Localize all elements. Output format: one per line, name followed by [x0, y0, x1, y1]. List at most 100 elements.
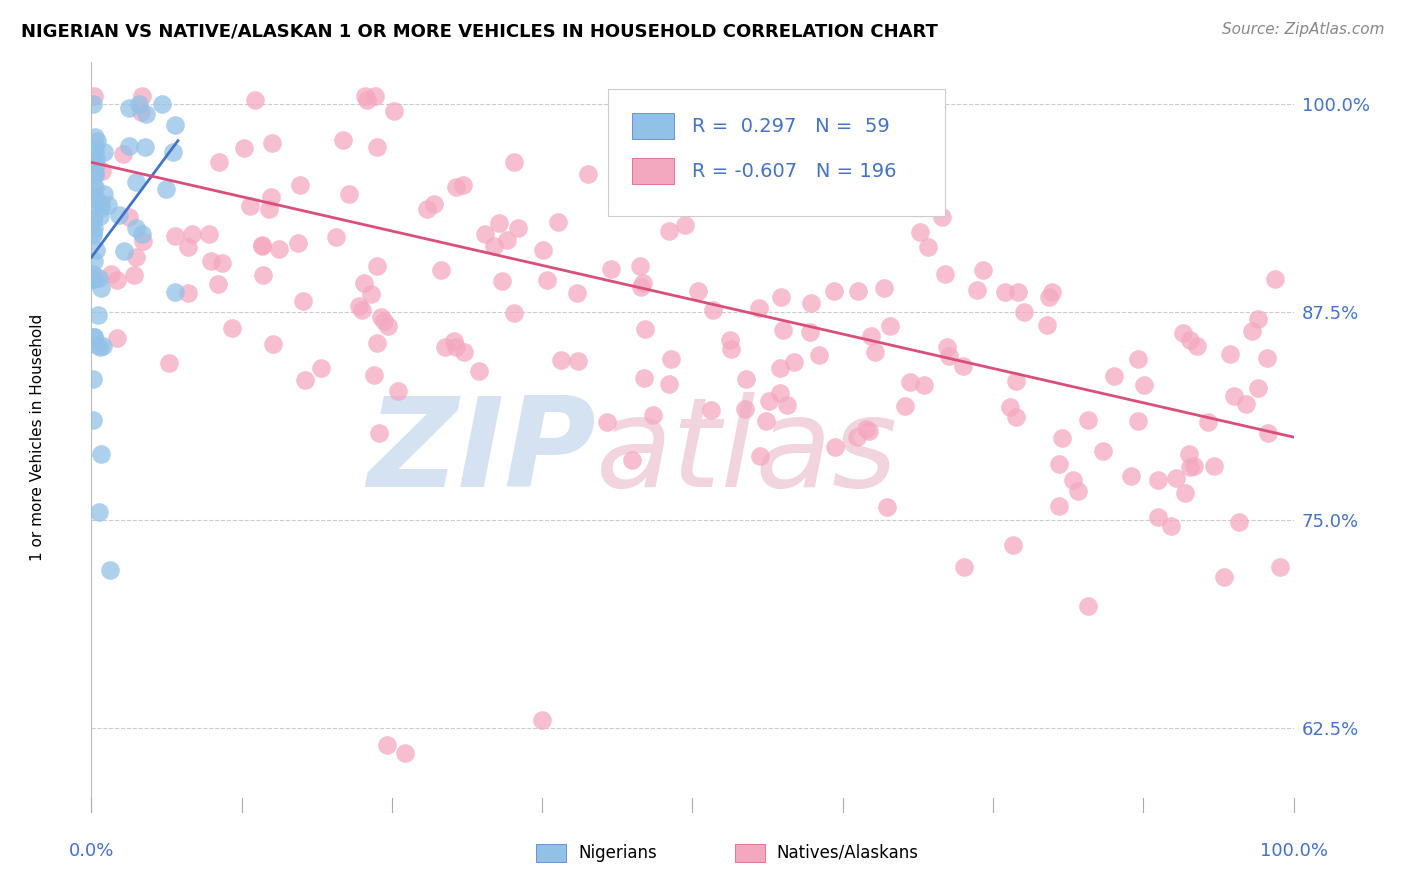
Point [718, 333, 741, 347]
Point [91, 338, 114, 352]
Point [1182, 459, 1205, 474]
Point [628, 259, 651, 273]
Point [1202, 458, 1225, 473]
Point [1121, 469, 1143, 483]
Point [751, 177, 773, 191]
Point [90, 281, 112, 295]
Point [128, 97, 150, 112]
Point [125, 250, 148, 264]
Point [702, 303, 724, 318]
Point [531, 713, 554, 727]
FancyBboxPatch shape [633, 113, 675, 139]
Point [252, 268, 274, 282]
Point [87, 270, 110, 285]
Point [159, 356, 181, 370]
Point [433, 340, 456, 354]
Point [155, 182, 177, 196]
Point [262, 336, 284, 351]
Point [1126, 351, 1149, 366]
Point [83, 330, 105, 344]
Point [82, 268, 104, 282]
Text: 0.0%: 0.0% [69, 842, 114, 860]
Point [82, 272, 104, 286]
Point [720, 342, 742, 356]
Point [931, 210, 953, 224]
Point [97, 198, 120, 212]
Point [239, 199, 262, 213]
Point [1174, 486, 1197, 500]
Point [163, 119, 186, 133]
Point [416, 202, 439, 216]
Point [1000, 401, 1022, 415]
Point [1166, 471, 1188, 485]
Point [633, 322, 655, 336]
Point [105, 331, 128, 345]
Point [768, 386, 790, 401]
Point [879, 318, 901, 333]
Point [84, 168, 107, 182]
Point [82, 227, 104, 242]
Point [1264, 272, 1286, 286]
Point [83, 130, 105, 145]
Point [347, 299, 370, 313]
Point [1246, 311, 1268, 326]
Point [134, 140, 156, 154]
Point [1257, 426, 1279, 441]
Point [267, 243, 290, 257]
Point [952, 359, 974, 373]
Point [748, 301, 770, 315]
Point [596, 415, 619, 429]
Point [363, 88, 385, 103]
Point [86, 193, 108, 207]
Point [1005, 374, 1028, 388]
Point [444, 340, 467, 354]
Text: Source: ZipAtlas.com: Source: ZipAtlas.com [1222, 22, 1385, 37]
Point [111, 147, 134, 161]
Point [82, 213, 104, 227]
Point [994, 285, 1017, 299]
Point [567, 353, 589, 368]
Point [131, 88, 153, 103]
Point [700, 402, 723, 417]
Point [1047, 457, 1070, 471]
Point [207, 277, 229, 291]
Point [198, 227, 221, 241]
Point [83, 272, 105, 286]
Point [82, 413, 104, 427]
Point [673, 218, 696, 232]
Point [337, 187, 360, 202]
Point [1102, 368, 1125, 383]
Point [309, 360, 332, 375]
Point [181, 227, 204, 241]
Point [873, 280, 896, 294]
Point [1178, 333, 1201, 347]
Point [936, 340, 959, 354]
Point [488, 216, 510, 230]
Point [1213, 570, 1236, 584]
Point [482, 239, 505, 253]
FancyBboxPatch shape [633, 158, 675, 185]
Point [118, 139, 141, 153]
Point [1132, 377, 1154, 392]
Point [260, 190, 283, 204]
Point [118, 101, 141, 115]
Point [366, 259, 388, 273]
Point [700, 162, 723, 177]
Point [91, 164, 114, 178]
Point [221, 321, 243, 335]
Point [1050, 432, 1073, 446]
Point [211, 256, 233, 270]
Point [824, 440, 846, 454]
Point [82, 190, 104, 204]
Point [366, 335, 388, 350]
Point [82, 97, 104, 112]
Point [162, 145, 184, 159]
Point [894, 400, 917, 414]
Point [382, 104, 405, 119]
Point [1268, 560, 1291, 574]
Point [89, 340, 111, 354]
Point [550, 353, 572, 368]
Point [1126, 414, 1149, 428]
Point [863, 344, 886, 359]
Point [1234, 397, 1257, 411]
